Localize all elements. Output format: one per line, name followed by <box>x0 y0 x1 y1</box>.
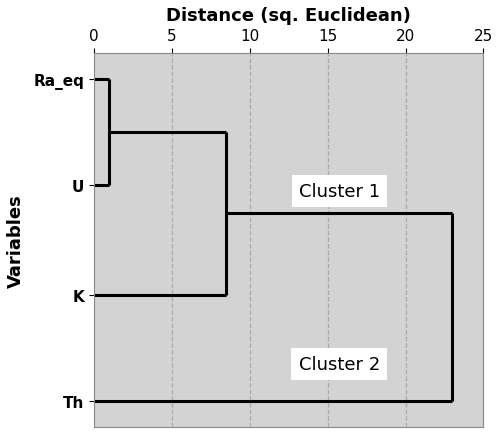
Text: Cluster 2: Cluster 2 <box>298 355 380 373</box>
Y-axis label: Variables: Variables <box>7 194 25 287</box>
X-axis label: Distance (sq. Euclidean): Distance (sq. Euclidean) <box>166 7 411 25</box>
Text: Cluster 1: Cluster 1 <box>298 182 380 201</box>
